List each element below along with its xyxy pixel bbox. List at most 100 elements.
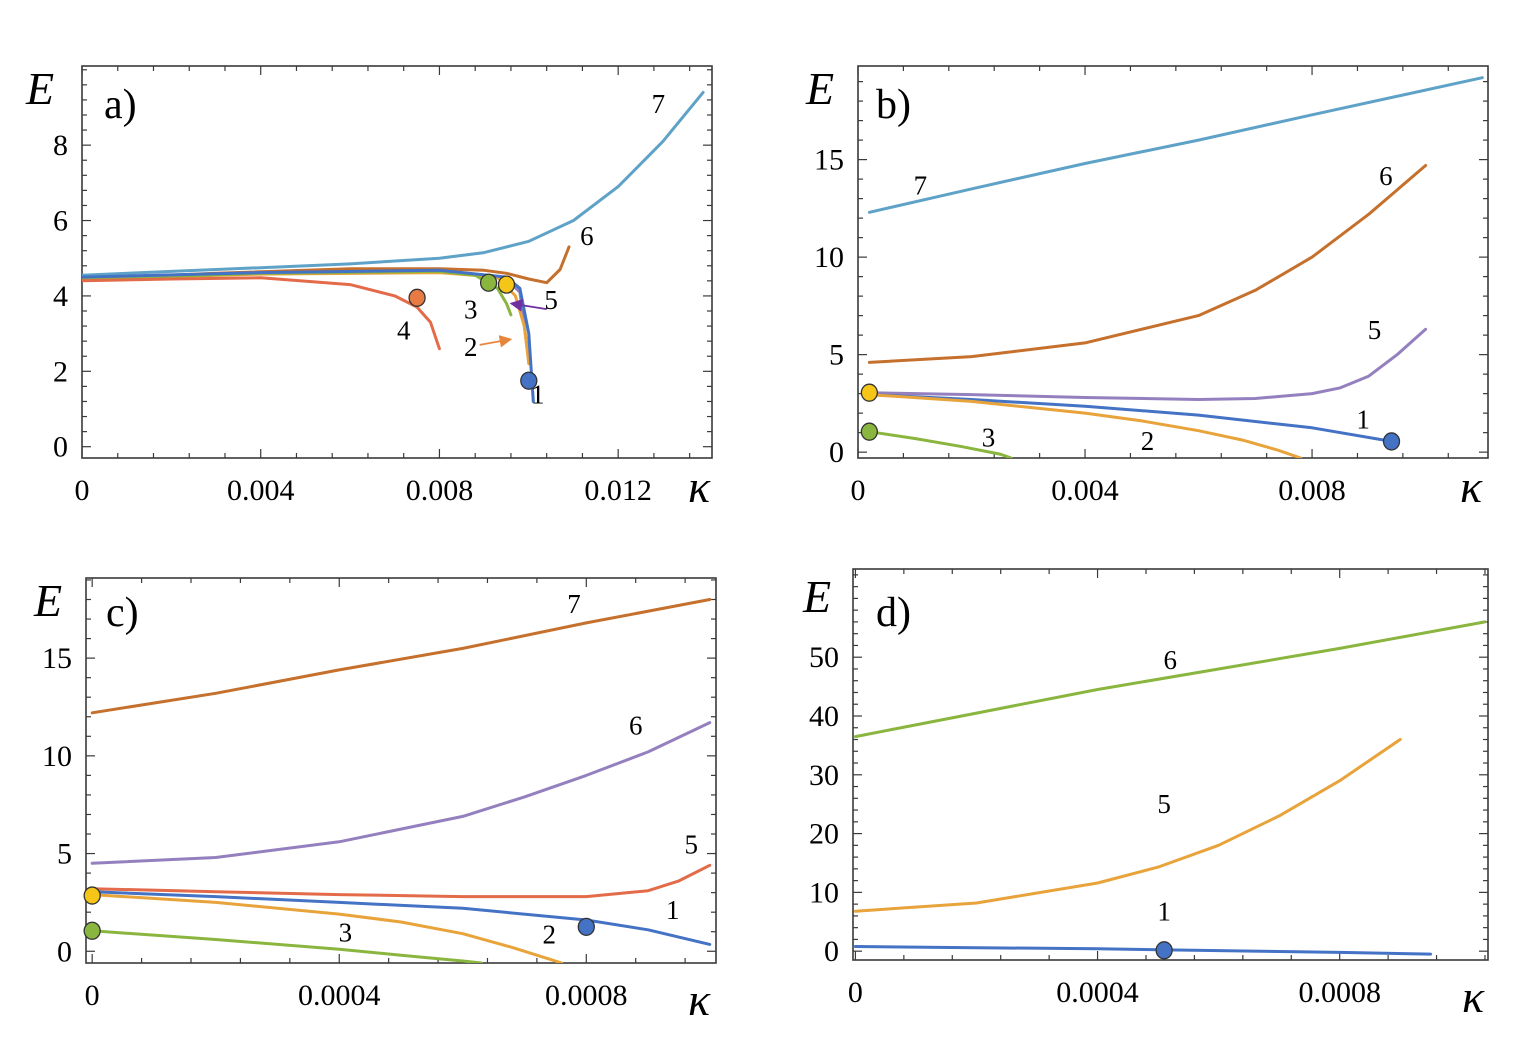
- panel-c-y-tick-label: 15: [42, 642, 72, 675]
- panel-c-x-tick-label: 0.0004: [298, 979, 381, 1012]
- panel-d-y-tick-label: 40: [809, 700, 839, 733]
- panel-a-curve-label-7: 7: [652, 89, 666, 119]
- panel-b-series-7: [867, 76, 1484, 214]
- panel-d-x-tick-label: 0.0008: [1298, 976, 1381, 1009]
- panel-a-curve-label-5: 5: [544, 285, 558, 315]
- panel-c-curve-label-1: 1: [666, 895, 680, 925]
- panel-c-x-tick-label: 0: [85, 979, 100, 1012]
- panel-c-x-tick-label: 0.0008: [545, 979, 628, 1012]
- panel-a-point-marker: [497, 275, 516, 294]
- panel-a-ylabel: E: [25, 63, 54, 114]
- panel-a-xlabel: κ: [688, 461, 711, 512]
- panel-b-series-3: [867, 430, 1013, 458]
- panel-c-y-tick-label: 0: [57, 935, 72, 968]
- panel-c-point-marker: [83, 921, 101, 940]
- panel-a-series-2: [82, 271, 531, 366]
- panel-b-x-tick-label: 0.008: [1278, 474, 1346, 507]
- panel-c-curve-label-6: 6: [629, 710, 643, 740]
- panel-a-y-tick-label: 8: [53, 129, 68, 162]
- panel-c-letter: c): [106, 590, 139, 636]
- panel-a-series-4: [82, 276, 441, 351]
- panel-c-y-tick-label: 10: [42, 740, 72, 773]
- panel-b: E b) κ 0 0.004 0.008 0 5 10 15 7 6 5 1 2 3: [805, 63, 1489, 512]
- panel-c-point-marker: [577, 917, 595, 936]
- panel-a-annotation-arrow: [479, 335, 513, 348]
- panel-a-curve-label-6: 6: [580, 221, 594, 251]
- panel-d-y-tick-label: 20: [809, 818, 839, 851]
- panel-d-y-tick-label: 10: [809, 876, 839, 909]
- panel-b-point-marker: [1382, 432, 1401, 451]
- panel-d-x-tick-label: 0: [848, 976, 863, 1009]
- panel-a-series-5: [82, 268, 531, 362]
- panel-a-y-tick-label: 0: [53, 431, 68, 464]
- panel-d-series-5: [853, 738, 1402, 913]
- panel-c-series-2: [90, 893, 564, 963]
- panel-a-curve-label-4: 4: [397, 315, 411, 345]
- panel-b-x-tick-label: 0: [851, 474, 866, 507]
- panel-d: E d) κ 0 0.0004 0.0008 0 10 20 30 40 50 6 5 1: [802, 568, 1489, 1022]
- panel-b-letter: b): [876, 82, 911, 128]
- panel-b-series-2: [867, 393, 1303, 458]
- panel-d-series-1: [853, 945, 1432, 956]
- panel-a-annotation-arrow: [509, 299, 547, 312]
- panel-b-curve-label-2: 2: [1141, 426, 1155, 456]
- panel-b-x-tick-label: 0.004: [1051, 474, 1119, 507]
- panel-b-xlabel: κ: [1460, 461, 1483, 512]
- panel-c-series-7: [90, 598, 712, 715]
- panel-c-curve-label-3: 3: [339, 918, 353, 948]
- panel-c-curve-label-5: 5: [685, 830, 699, 860]
- panel-b-y-tick-label: 5: [829, 339, 844, 372]
- panel-d-series-6: [853, 620, 1487, 739]
- panel-d-y-tick-label: 0: [824, 935, 839, 968]
- panel-a-y-tick-label: 4: [53, 280, 68, 313]
- panel-d-curve-label-6: 6: [1163, 645, 1177, 675]
- panel-b-series-1: [867, 393, 1393, 443]
- panel-a-y-tick-label: 2: [53, 355, 68, 388]
- panel-d-frame: [852, 568, 1489, 961]
- panel-a-letter: a): [104, 82, 137, 128]
- panel-a-x-tick-label: 0.008: [406, 474, 474, 507]
- panel-a-point-marker: [408, 288, 426, 307]
- panel-c-curve-label-2: 2: [542, 919, 556, 949]
- panel-c-series-3: [90, 929, 483, 963]
- panel-a-series-7: [82, 90, 705, 277]
- panel-a-point-marker: [520, 371, 538, 390]
- panel-d-y-tick-label: 50: [809, 641, 839, 674]
- panel-b-curve-label-6: 6: [1379, 161, 1393, 191]
- panel-b-point-marker: [860, 422, 879, 441]
- panel-a-series-3: [82, 269, 513, 317]
- panel-b-curve-label-3: 3: [982, 422, 996, 452]
- panel-a-curve-label-1: 1: [531, 379, 545, 409]
- panel-c: E c) κ 0 0.0004 0.0008 0 5 10 15 7 6 5 1 2 3: [33, 575, 717, 1025]
- panel-d-curve-label-1: 1: [1157, 897, 1171, 927]
- panel-c-frame: [85, 577, 717, 964]
- panel-a-y-tick-label: 6: [53, 205, 68, 238]
- panel-b-y-tick-label: 15: [814, 144, 844, 177]
- panel-d-x-tick-label: 0.0004: [1056, 976, 1139, 1009]
- panel-c-series-6: [90, 721, 712, 865]
- panel-b-curve-label-1: 1: [1356, 405, 1370, 435]
- panel-b-frame: [857, 65, 1489, 459]
- panel-a-curve-label-2: 2: [464, 332, 478, 362]
- panel-d-point-marker: [1155, 941, 1173, 960]
- panel-b-y-tick-label: 10: [814, 241, 844, 274]
- panel-c-series-5: [90, 863, 712, 899]
- panel-b-ylabel: E: [805, 63, 834, 114]
- panel-b-curve-label-7: 7: [914, 171, 928, 201]
- panel-d-curve-label-5: 5: [1157, 789, 1171, 819]
- panel-b-y-tick-label: 0: [829, 436, 844, 469]
- panel-c-ylabel: E: [33, 575, 62, 626]
- panel-a-curve-label-3: 3: [464, 295, 478, 325]
- panel-d-letter: d): [876, 590, 911, 636]
- panel-c-series-1: [90, 890, 712, 946]
- panel-b-series-6: [867, 164, 1428, 364]
- panel-d-ylabel: E: [802, 571, 831, 622]
- panel-d-y-tick-label: 30: [809, 759, 839, 792]
- panel-b-point-marker: [860, 383, 879, 402]
- panel-a: E a) κ 0 0.004 0.008 0.012 0 2 4 6 8 7 6 5 3 4 2 1: [25, 63, 713, 512]
- panel-c-xlabel: κ: [688, 974, 711, 1025]
- panel-d-xlabel: κ: [1462, 971, 1485, 1022]
- panel-c-y-tick-label: 5: [57, 838, 72, 871]
- panel-a-x-tick-label: 0.012: [584, 474, 652, 507]
